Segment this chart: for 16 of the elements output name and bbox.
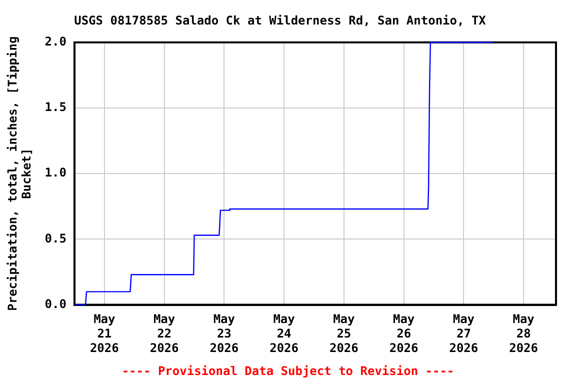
text: ---- Provisional Data Subject to Revision ---- [120, 364, 456, 378]
y-tick-label: 0.0 [44, 296, 66, 311]
x-tick-label: May 23 2026 [210, 312, 239, 355]
x-tick-label: May 24 2026 [270, 312, 299, 355]
y-tick-label: 1.5 [44, 100, 66, 114]
y-axis-title: Precipitation, total, inches, [Tipping Bucket] [5, 36, 34, 311]
chart-title: USGS 08178585 Salado Ck at Wilderness Rd, San Antonio, TX [74, 13, 487, 28]
y-tick-label: 1.0 [44, 166, 66, 180]
x-tick-label: May 22 2026 [150, 312, 179, 355]
y-tick-label: 0.5 [44, 231, 66, 246]
x-tick-label: May 28 2026 [509, 312, 538, 355]
x-tick-label: May 25 2026 [329, 312, 358, 355]
x-tick-label: May 27 2026 [449, 312, 478, 355]
x-tick-label: May 26 2026 [389, 312, 418, 355]
x-tick-label: May 21 2026 [90, 312, 119, 355]
y-tick-label: 2.0 [44, 34, 66, 49]
